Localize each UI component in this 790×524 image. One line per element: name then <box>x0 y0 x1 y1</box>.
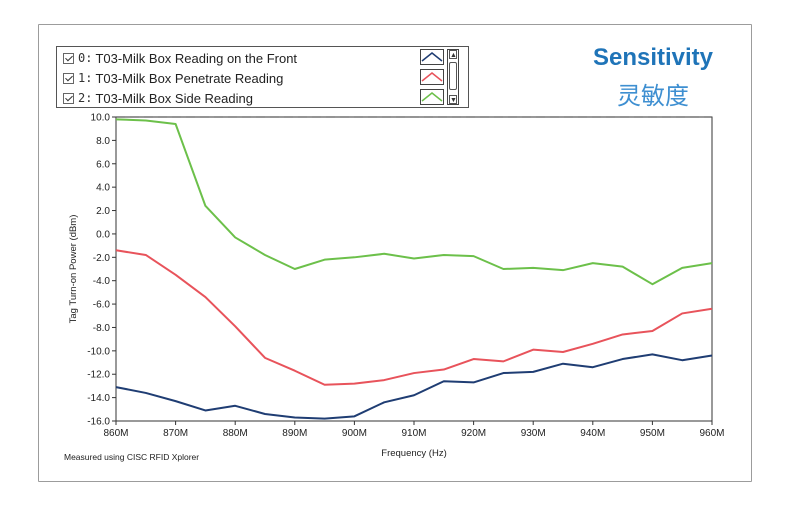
legend-label: T03-Milk Box Reading on the Front <box>95 50 298 66</box>
legend-index: 2: <box>78 91 93 105</box>
checkbox-icon[interactable] <box>63 72 74 84</box>
x-tick-label: 960M <box>699 428 724 439</box>
legend-item-1[interactable]: 1: T03-Milk Box Penetrate Reading <box>63 68 283 88</box>
legend-label: T03-Milk Box Side Reading <box>95 90 253 106</box>
y-tick-label: -2.0 <box>93 253 111 264</box>
y-tick-label: -6.0 <box>93 300 111 311</box>
y-tick-label: 0.0 <box>96 229 110 240</box>
y-tick-label: -14.0 <box>87 393 110 404</box>
y-tick-label: 4.0 <box>96 183 110 194</box>
scroll-down-icon[interactable]: ▼ <box>449 95 457 104</box>
y-axis-label: Tag Turn-on Power (dBm) <box>68 215 79 324</box>
checkbox-icon[interactable] <box>63 52 74 64</box>
x-tick-label: 940M <box>580 428 605 439</box>
scroll-up-icon[interactable]: ▲ <box>449 50 457 59</box>
title-sensitivity-cn: 灵敏度 <box>617 82 689 110</box>
y-tick-label: 6.0 <box>96 159 110 170</box>
legend-swatch-1[interactable] <box>420 69 444 85</box>
line-swatch-icon <box>421 52 443 62</box>
x-tick-label: 900M <box>342 428 367 439</box>
legend-item-2[interactable]: 2: T03-Milk Box Side Reading <box>63 88 253 108</box>
legend-swatch-2[interactable] <box>420 89 444 105</box>
x-tick-label: 920M <box>461 428 486 439</box>
x-axis-label: Frequency (Hz) <box>381 448 446 459</box>
series-line-0 <box>115 353 713 420</box>
y-tick-label: -4.0 <box>93 276 111 287</box>
legend-swatch-0[interactable] <box>420 49 444 65</box>
legend-index: 1: <box>78 71 93 85</box>
title-sensitivity: Sensitivity <box>592 44 714 71</box>
line-swatch-icon <box>421 92 443 102</box>
scroll-thumb[interactable] <box>449 62 457 90</box>
x-tick-label: 930M <box>521 428 546 439</box>
y-tick-label: -16.0 <box>87 417 110 428</box>
chart-frame <box>38 24 752 482</box>
y-tick-label: 10.0 <box>91 113 111 124</box>
checkbox-icon[interactable] <box>63 92 74 104</box>
x-tick-label: 950M <box>640 428 665 439</box>
x-tick-label: 890M <box>282 428 307 439</box>
legend: 0: T03-Milk Box Reading on the Front 1: … <box>56 46 469 108</box>
x-tick-label: 910M <box>401 428 426 439</box>
y-tick-label: -8.0 <box>93 323 111 334</box>
legend-scrollbar[interactable]: ▲ ▼ <box>447 49 459 105</box>
plot-area <box>115 116 713 422</box>
legend-index: 0: <box>78 51 93 65</box>
y-tick-label: -10.0 <box>87 346 110 357</box>
x-tick-label: 880M <box>223 428 248 439</box>
x-tick-label: 870M <box>163 428 188 439</box>
line-swatch-icon <box>421 72 443 82</box>
series-line-2 <box>115 118 713 286</box>
y-tick-label: 2.0 <box>96 206 110 217</box>
y-tick-label: 8.0 <box>96 136 110 147</box>
series-line-1 <box>115 249 713 386</box>
legend-item-0[interactable]: 0: T03-Milk Box Reading on the Front <box>63 48 297 68</box>
legend-label: T03-Milk Box Penetrate Reading <box>95 70 284 86</box>
footnote: Measured using CISC RFID Xplorer <box>64 452 200 462</box>
x-tick-label: 860M <box>103 428 128 439</box>
y-tick-label: -12.0 <box>87 370 110 381</box>
